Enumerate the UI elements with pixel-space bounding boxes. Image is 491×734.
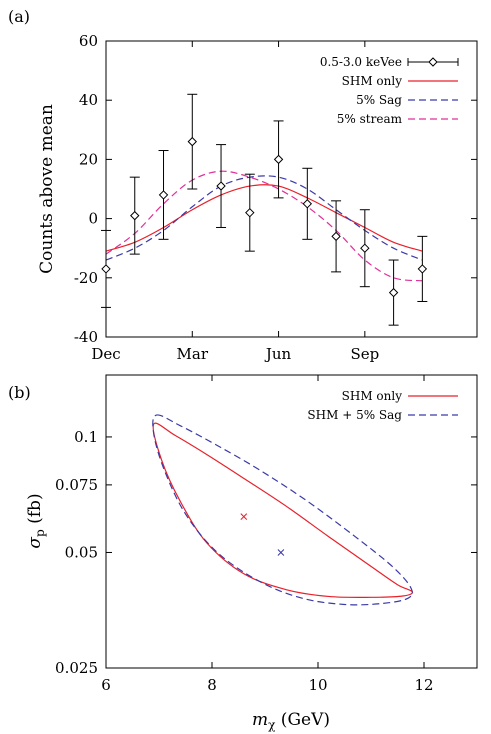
a-legend-swatch-marker (428, 57, 438, 67)
a-ytick-label: 0 (88, 210, 98, 228)
a-series-shm-only (105, 184, 423, 252)
a-data-point (101, 264, 111, 274)
b-xtick-label: 10 (308, 676, 327, 694)
panel-b-ylabel-symbol: σ (25, 537, 45, 549)
panel-b-ticks: 6 8 10 12 0.025 0.05 0.075 0.1 (55, 375, 477, 694)
a-xtick-label: Sep (350, 345, 379, 363)
a-series-5-sag (105, 175, 423, 261)
a-data-point (388, 287, 399, 298)
panel-b: (b) 6 8 10 12 0.025 0.05 0.075 0.1 σp (fb) mχ (… (8, 374, 478, 732)
panel-a-series (101, 93, 428, 326)
a-data-point (302, 199, 313, 209)
panel-b-legend: SHM only SHM + 5% Sag (307, 389, 458, 422)
a-data-point (187, 136, 197, 147)
b-contour-shm-5-sag (152, 414, 413, 606)
b-legend-label: SHM only (342, 389, 403, 403)
a-data-point (216, 181, 226, 191)
a-ytick-label: 60 (79, 32, 98, 50)
a-series-5-stream (105, 170, 423, 282)
a-data-point (158, 190, 169, 200)
a-data-point (331, 231, 341, 242)
a-data-point (417, 264, 428, 274)
panel-b-frame (105, 374, 478, 669)
panel-a-frame (105, 40, 478, 338)
panel-b-ylabel-unit: (fb) (25, 493, 45, 529)
panel-a: (a) -40 -20 0 20 40 60 Dec Mar Jun Sep Counts abo… (8, 7, 478, 363)
b-ytick-label: 0.05 (65, 543, 98, 561)
panel-b-xlabel: mχ (GeV) (252, 710, 330, 732)
a-data-point (273, 154, 284, 165)
panel-b-ylabel-sub: p (33, 529, 47, 537)
panel-a-legend: 0.5-3.0 keVee SHM only 5% Sag 5% stream (320, 55, 459, 126)
panel-b-xlabel-unit: (GeV) (275, 710, 330, 730)
a-ytick-label: -40 (74, 328, 98, 346)
panel-a-label: (a) (8, 7, 30, 26)
b-ytick-label: 0.025 (55, 659, 98, 677)
a-legend-label: 5% Sag (356, 93, 402, 107)
a-legend-label: 5% stream (337, 112, 403, 126)
panel-a-ticks: -40 -20 0 20 40 60 Dec Mar Jun Sep (74, 32, 477, 363)
a-data-point (130, 210, 140, 221)
a-ytick-label: 20 (79, 150, 98, 168)
panel-b-xlabel-sub: χ (268, 718, 276, 732)
a-legend-label: SHM only (342, 74, 403, 88)
b-xtick-label: 6 (101, 676, 111, 694)
a-xtick-label: Dec (91, 345, 120, 363)
panel-b-ylabel: σp (fb) (25, 493, 47, 548)
a-xtick-label: Jun (264, 345, 292, 363)
panel-a-ylabel: Counts above mean (37, 104, 57, 274)
b-xtick-label: 12 (414, 676, 433, 694)
b-best-fit-marker (240, 513, 248, 520)
a-data-point (245, 207, 255, 218)
b-best-fit-marker (277, 549, 285, 556)
a-legend-label: 0.5-3.0 keVee (320, 55, 402, 69)
a-xtick-label: Mar (177, 345, 209, 363)
b-xtick-label: 8 (207, 676, 217, 694)
b-ytick-label: 0.075 (55, 476, 98, 494)
a-ytick-label: -20 (74, 269, 98, 287)
a-data-point (360, 243, 370, 253)
panel-b-series (152, 414, 414, 606)
panel-b-xlabel-symbol: m (252, 710, 268, 730)
a-ytick-label: 40 (79, 91, 98, 109)
b-ytick-label: 0.1 (74, 428, 98, 446)
b-contour-shm-only (152, 422, 414, 599)
panel-b-label: (b) (8, 383, 31, 402)
b-legend-label: SHM + 5% Sag (307, 408, 402, 422)
